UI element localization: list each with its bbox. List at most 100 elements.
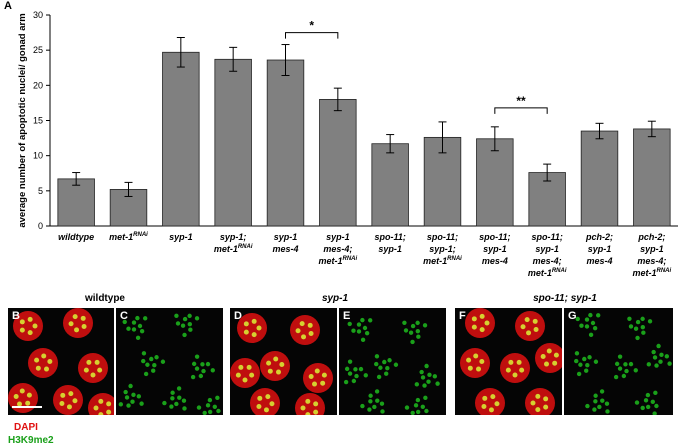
micrograph-merge-syp-1: [230, 308, 337, 415]
y-tick-label: 25: [33, 45, 43, 55]
y-tick-label: 10: [33, 151, 43, 161]
panel-label-a: A: [4, 0, 12, 12]
nucleus: [13, 311, 43, 341]
panel-label-d: D: [234, 310, 242, 322]
significance-label: **: [516, 94, 526, 108]
category-label: pch-2; syp-1 mes-4; met-1RNAi: [632, 232, 671, 278]
scale-bar: [12, 406, 42, 408]
nucleus: [8, 383, 38, 413]
category-label: syp-1: [169, 232, 193, 242]
category-label: met-1RNAi: [109, 232, 148, 242]
nucleus: [574, 351, 599, 377]
significance-bracket: [285, 32, 339, 39]
micrograph-image: [343, 317, 440, 415]
panel-label-e: E: [343, 310, 351, 322]
nucleus: [237, 313, 267, 343]
nucleus: [374, 354, 399, 380]
y-axis-label: average number of apoptotic nuclei/ gona…: [17, 13, 28, 227]
nucleus: [347, 317, 373, 343]
nucleus: [515, 311, 545, 341]
panel-label-b: B: [12, 310, 20, 322]
nucleus: [122, 315, 148, 341]
y-tick-label: 15: [33, 116, 43, 126]
y-tick-label: 0: [38, 221, 43, 231]
nucleus: [500, 353, 530, 383]
group-title-spo-11-syp-1: spo-11; syp-1: [533, 293, 597, 304]
micrograph-image: [8, 308, 114, 415]
category-label: wildtype: [58, 232, 94, 242]
nucleus: [162, 386, 187, 411]
bar: [633, 128, 671, 227]
micrograph-h3k9me2-wildtype: [116, 308, 223, 415]
nucleus: [118, 383, 144, 408]
panel-label-c: C: [120, 310, 128, 322]
category-label: syp-1 mes-4: [272, 232, 298, 254]
nucleus: [627, 316, 653, 341]
nucleus: [475, 388, 505, 415]
group-title-syp-1: syp-1: [321, 293, 349, 304]
bar: [319, 99, 357, 227]
nucleus: [63, 308, 93, 338]
bar: [266, 59, 305, 227]
bar: [371, 143, 409, 227]
micrograph-image: [574, 312, 672, 415]
category-label: pch-2; syp-1 mes-4: [585, 232, 613, 266]
bar: [423, 136, 462, 227]
nucleus: [53, 385, 83, 415]
micrograph-image: [230, 313, 333, 415]
nucleus: [88, 393, 114, 415]
nucleus: [646, 343, 672, 368]
group-title-wildtype: wildtype: [84, 293, 125, 304]
category-label: spo-11; syp-1; met-1RNAi: [423, 232, 462, 266]
category-label: syp-1 mes-4; met-1RNAi: [318, 232, 357, 266]
nucleus: [575, 312, 601, 338]
nucleus: [465, 308, 495, 338]
nucleus: [196, 395, 221, 415]
category-label: spo-11; syp-1 mes-4: [479, 232, 510, 266]
significance-label: *: [309, 19, 314, 33]
nucleus: [260, 351, 290, 381]
y-tick-label: 5: [38, 186, 43, 196]
nucleus: [535, 343, 562, 373]
nucleus: [343, 359, 368, 385]
nucleus: [613, 354, 638, 380]
y-tick-label: 20: [33, 80, 43, 90]
nucleus: [295, 393, 325, 415]
nucleus: [174, 313, 200, 338]
micrograph-h3k9me2-syp-1: [339, 308, 446, 415]
nucleus: [360, 389, 385, 414]
nucleus: [230, 358, 260, 388]
nucleus: [190, 354, 215, 380]
nucleus: [525, 388, 555, 415]
nucleus: [141, 351, 166, 377]
micrograph-merge-wildtype: [8, 308, 114, 415]
micrograph-h3k9me2-spo-11-syp-1: [564, 308, 673, 415]
micrograph-merge-spo-11-syp-1: [455, 308, 562, 415]
legend-h3k9me2: H3K9me2: [8, 435, 54, 446]
category-label: spo-11; syp-1: [374, 232, 405, 254]
bar: [476, 138, 514, 227]
nucleus: [460, 348, 490, 378]
nucleus: [78, 353, 108, 383]
nucleus: [402, 320, 428, 345]
bar: [214, 58, 252, 227]
y-tick-label: 30: [33, 10, 43, 20]
bar: [580, 130, 619, 227]
micrograph-image: [118, 313, 221, 415]
panel-label-f: F: [459, 310, 466, 322]
nucleus: [404, 395, 429, 415]
nucleus: [414, 363, 440, 388]
nucleus: [290, 315, 320, 345]
nucleus: [303, 363, 333, 393]
nucleus: [28, 348, 58, 378]
bar: [57, 178, 95, 227]
nucleus: [634, 390, 659, 415]
nucleus: [585, 389, 610, 414]
bar-chart: 0 5 10 15 20 25 30 average number of apoptotic …: [17, 10, 678, 278]
category-label: spo-11; syp-1 mes-4; met-1RNAi: [528, 232, 567, 278]
bar: [162, 51, 200, 227]
panel-label-g: G: [568, 310, 577, 322]
significance-bracket: [494, 107, 548, 114]
nucleus: [250, 388, 280, 415]
category-label: syp-1; met-1RNAi: [214, 232, 253, 254]
